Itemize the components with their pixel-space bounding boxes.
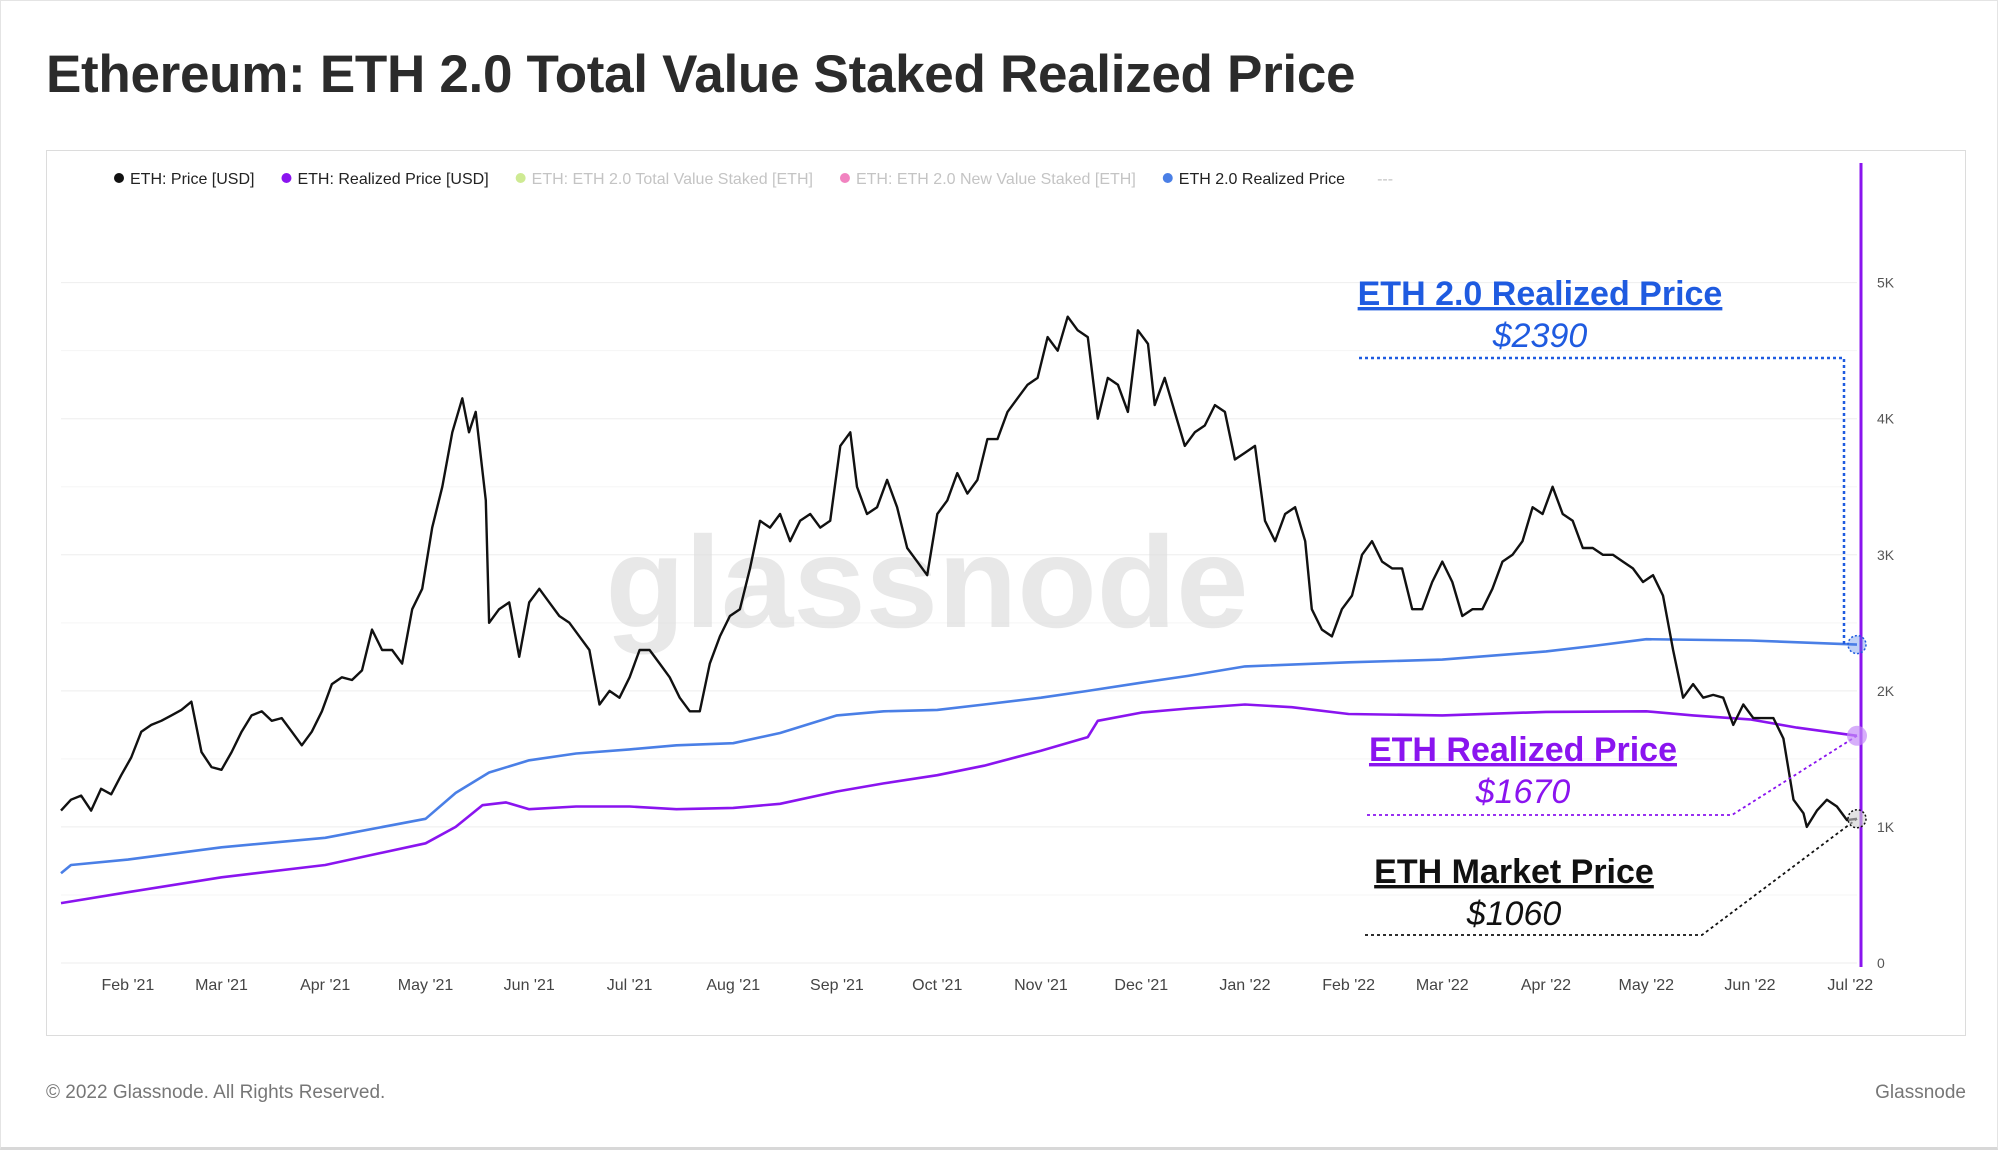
legend-label-5: --- [1377, 171, 1393, 188]
x-tick-label-17: Jul '22 [1827, 977, 1873, 994]
legend-dot-1 [281, 173, 292, 183]
legend-dot-3 [839, 173, 850, 183]
x-tick-label-13: Mar '22 [1416, 977, 1469, 994]
legend-label-3: ETH: ETH 2.0 New Value Staked [ETH] [856, 171, 1136, 188]
y-tick-label-1: 1K [1877, 819, 1895, 835]
chart: ETH: Price [USD] ETH: Realized Price [USD… [60, 163, 1895, 994]
x-tick-label-14: Apr '22 [1521, 977, 1571, 994]
annotation-eth2-label: ETH 2.0 Realized Price [1358, 275, 1723, 313]
y-axis: 0 1K 2K 3K 4K 5K [1859, 163, 1895, 971]
legend-label-0: ETH: Price [USD] [130, 171, 254, 188]
y-tick-label-0: 0 [1877, 955, 1885, 971]
legend-label-4: ETH 2.0 Realized Price [1179, 171, 1345, 188]
annotation-realized-label: ETH Realized Price [1369, 731, 1677, 769]
y-tick-label-5: 5K [1877, 275, 1895, 291]
x-tick-label-16: Jun '22 [1724, 977, 1775, 994]
x-tick-label-10: Dec '21 [1114, 977, 1168, 994]
annotation-realized-marker [1847, 725, 1867, 746]
x-tick-label-5: Jul '21 [607, 977, 653, 994]
x-tick-label-3: May '21 [398, 977, 454, 994]
annotation-eth2-leader [1359, 356, 1846, 645]
footer-copyright: © 2022 Glassnode. All Rights Reserved. [46, 1082, 386, 1103]
legend-label-2: ETH: ETH 2.0 Total Value Staked [ETH] [532, 171, 813, 188]
series-eth-realized-price [60, 703, 1858, 905]
legend-item-1[interactable]: ETH: Realized Price [USD] [281, 171, 489, 188]
x-tick-label-4: Jun '21 [504, 977, 555, 994]
x-tick-label-15: May '22 [1619, 977, 1675, 994]
series-lines [60, 315, 1858, 905]
legend-dot-0 [114, 173, 124, 183]
series-eth-price [60, 315, 1858, 829]
legend-item-2[interactable]: ETH: ETH 2.0 Total Value Staked [ETH] [515, 171, 813, 188]
x-tick-label-12: Feb '22 [1322, 977, 1375, 994]
legend-label-1: ETH: Realized Price [USD] [297, 171, 488, 188]
legend-item-0[interactable]: ETH: Price [USD] [114, 171, 254, 188]
annotations: ETH 2.0 Realized Price $2390 ETH Realized … [1358, 275, 1867, 936]
page-title: Ethereum: ETH 2.0 Total Value Staked Rea… [46, 45, 1356, 104]
x-tick-label-2: Apr '21 [300, 977, 350, 994]
x-tick-label-8: Oct '21 [912, 977, 962, 994]
footer-brand: Glassnode [1875, 1082, 1966, 1103]
annotation-market-leader [1365, 818, 1858, 936]
annotation-realized-value: $1670 [1475, 773, 1571, 811]
series-eth2-realized-price [60, 637, 1858, 875]
x-tick-label-9: Nov '21 [1014, 977, 1068, 994]
y-tick-label-3: 3K [1877, 547, 1895, 563]
watermark: glassnode [606, 509, 1249, 655]
legend-item-4[interactable]: ETH 2.0 Realized Price [1162, 171, 1345, 188]
x-axis: Feb '21 Mar '21 Apr '21 May '21 Jun '21 Jul '… [101, 977, 1873, 994]
annotation-realized-leader [1367, 735, 1858, 816]
legend-dot-4 [1162, 173, 1173, 183]
legend-item-5[interactable]: --- [1377, 171, 1393, 188]
annotation-market-marker [1847, 809, 1867, 829]
x-tick-label-11: Jan '22 [1219, 977, 1270, 994]
x-tick-label-1: Mar '21 [195, 977, 248, 994]
legend-item-3[interactable]: ETH: ETH 2.0 New Value Staked [ETH] [839, 171, 1136, 188]
gridlines [61, 282, 1857, 964]
annotation-market-value: $1060 [1466, 895, 1562, 933]
legend: ETH: Price [USD] ETH: Realized Price [USD… [114, 171, 1393, 188]
annotation-eth2-value: $2390 [1492, 317, 1588, 355]
x-tick-label-0: Feb '21 [101, 977, 154, 994]
y-tick-label-2: 2K [1877, 683, 1895, 699]
x-tick-label-6: Aug '21 [706, 977, 760, 994]
y-tick-label-4: 4K [1877, 411, 1895, 427]
chart-container: ETH: Price [USD] ETH: Realized Price [USD… [46, 150, 1966, 1036]
annotation-eth2-marker [1847, 634, 1867, 655]
x-tick-label-7: Sep '21 [810, 977, 864, 994]
annotation-market-label: ETH Market Price [1374, 853, 1654, 891]
legend-dot-2 [515, 173, 526, 183]
